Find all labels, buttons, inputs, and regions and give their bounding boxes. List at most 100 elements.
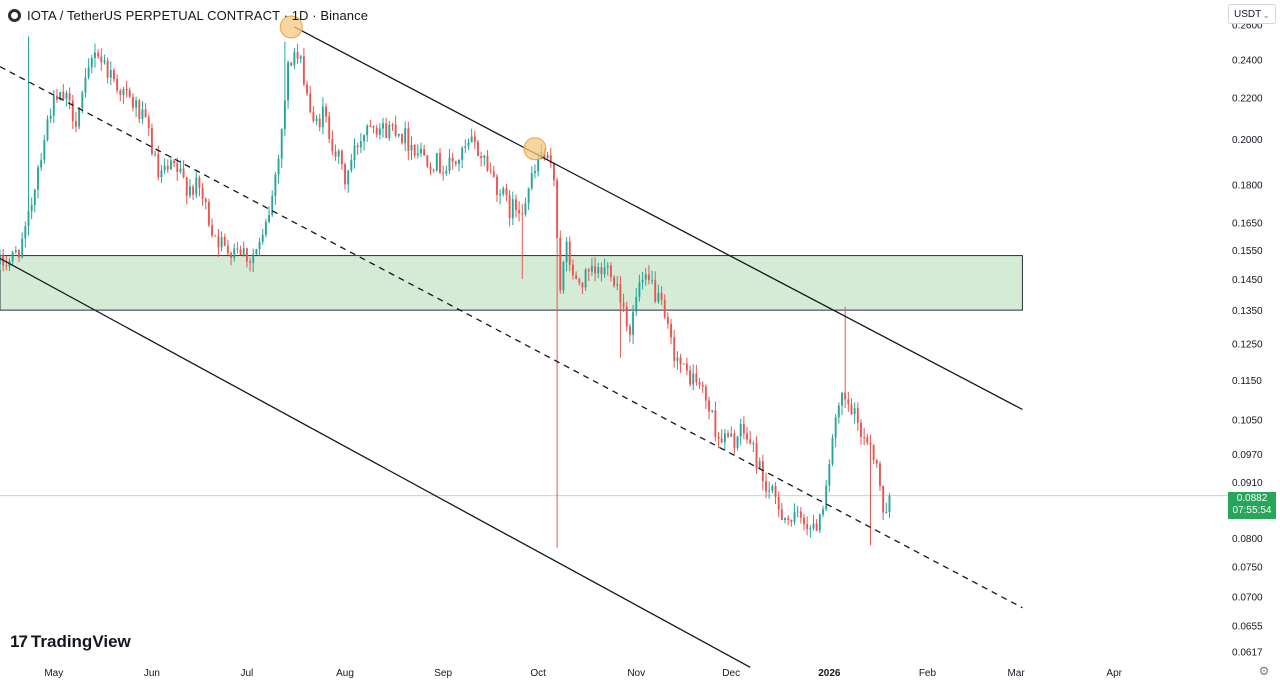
candle-down[interactable] bbox=[214, 235, 217, 237]
candle-down[interactable] bbox=[75, 121, 77, 127]
candle-down[interactable] bbox=[385, 123, 388, 139]
candle-up[interactable] bbox=[458, 159, 460, 165]
candle-down[interactable] bbox=[708, 400, 710, 412]
candle-down[interactable] bbox=[761, 461, 764, 482]
candle-up[interactable] bbox=[382, 123, 384, 129]
candle-down[interactable] bbox=[518, 210, 521, 214]
candle-up[interactable] bbox=[768, 490, 771, 492]
candle-down[interactable] bbox=[68, 93, 71, 101]
candle-down[interactable] bbox=[432, 169, 435, 171]
candle-up[interactable] bbox=[24, 226, 27, 239]
candle-up[interactable] bbox=[49, 115, 52, 120]
candle-down[interactable] bbox=[521, 213, 524, 215]
candle-up[interactable] bbox=[78, 107, 81, 127]
candle-down[interactable] bbox=[847, 399, 850, 405]
candle-down[interactable] bbox=[685, 363, 688, 371]
candle-down[interactable] bbox=[454, 161, 457, 165]
candle-up[interactable] bbox=[739, 424, 742, 437]
candle-down[interactable] bbox=[309, 93, 312, 113]
candle-down[interactable] bbox=[803, 517, 805, 525]
candle-up[interactable] bbox=[188, 186, 191, 196]
candle-up[interactable] bbox=[122, 88, 125, 95]
candle-down[interactable] bbox=[863, 436, 866, 438]
candle-up[interactable] bbox=[511, 199, 514, 219]
candle-down[interactable] bbox=[875, 460, 878, 464]
candle-down[interactable] bbox=[790, 519, 793, 523]
candle-down[interactable] bbox=[666, 317, 669, 324]
candle-up[interactable] bbox=[682, 363, 685, 365]
candle-up[interactable] bbox=[141, 109, 144, 119]
candle-up[interactable] bbox=[347, 170, 350, 185]
candle-down[interactable] bbox=[559, 237, 562, 291]
candle-down[interactable] bbox=[372, 126, 375, 128]
candle-up[interactable] bbox=[404, 128, 407, 143]
candle-up[interactable] bbox=[280, 129, 283, 159]
candle-up[interactable] bbox=[293, 52, 296, 66]
candle-down[interactable] bbox=[673, 337, 676, 361]
support-zone[interactable] bbox=[0, 255, 1023, 311]
candle-down[interactable] bbox=[765, 481, 767, 492]
candle-down[interactable] bbox=[439, 153, 441, 173]
candle-down[interactable] bbox=[777, 497, 780, 510]
candle-down[interactable] bbox=[249, 261, 252, 263]
candle-down[interactable] bbox=[18, 250, 20, 258]
candle-down[interactable] bbox=[581, 282, 584, 288]
candle-down[interactable] bbox=[477, 141, 479, 157]
candle-down[interactable] bbox=[872, 444, 875, 461]
candle-down[interactable] bbox=[879, 463, 881, 486]
candle-down[interactable] bbox=[473, 136, 476, 142]
candle-down[interactable] bbox=[144, 109, 147, 118]
candle-down[interactable] bbox=[505, 188, 508, 196]
candle-down[interactable] bbox=[660, 292, 663, 300]
candle-up[interactable] bbox=[499, 194, 502, 196]
candle-down[interactable] bbox=[119, 90, 122, 95]
candle-down[interactable] bbox=[496, 176, 498, 195]
candle-down[interactable] bbox=[157, 153, 160, 178]
candle-up[interactable] bbox=[255, 249, 258, 255]
candle-down[interactable] bbox=[71, 100, 74, 122]
tradingview-logo[interactable]: 17 TradingView bbox=[10, 632, 131, 652]
candle-up[interactable] bbox=[758, 461, 761, 469]
candle-up[interactable] bbox=[350, 160, 353, 171]
candle-down[interactable] bbox=[302, 56, 305, 85]
candle-up[interactable] bbox=[274, 174, 277, 196]
candle-down[interactable] bbox=[207, 202, 210, 226]
candle-down[interactable] bbox=[575, 275, 578, 280]
candle-down[interactable] bbox=[720, 438, 723, 443]
candle-down[interactable] bbox=[619, 284, 622, 304]
candle-down[interactable] bbox=[192, 186, 195, 195]
candle-up[interactable] bbox=[657, 292, 660, 302]
candle-up[interactable] bbox=[84, 77, 87, 93]
candle-up[interactable] bbox=[195, 177, 198, 195]
candle-down[interactable] bbox=[489, 170, 492, 172]
candle-down[interactable] bbox=[670, 323, 673, 338]
candle-up[interactable] bbox=[65, 93, 68, 99]
candle-up[interactable] bbox=[641, 279, 644, 283]
candle-up[interactable] bbox=[546, 155, 549, 159]
candle-up[interactable] bbox=[103, 60, 106, 63]
candle-up[interactable] bbox=[388, 124, 391, 139]
candle-down[interactable] bbox=[701, 384, 704, 387]
candle-down[interactable] bbox=[654, 280, 657, 302]
candle-down[interactable] bbox=[856, 408, 859, 423]
candle-up[interactable] bbox=[651, 280, 654, 282]
candle-up[interactable] bbox=[853, 408, 856, 415]
candle-down[interactable] bbox=[742, 424, 745, 434]
candle-down[interactable] bbox=[306, 84, 308, 94]
candle-up[interactable] bbox=[825, 485, 828, 510]
candle-down[interactable] bbox=[217, 236, 220, 248]
candle-down[interactable] bbox=[799, 511, 802, 518]
candle-up[interactable] bbox=[154, 153, 157, 155]
candle-down[interactable] bbox=[587, 269, 590, 272]
candle-up[interactable] bbox=[638, 282, 641, 298]
currency-selector[interactable]: USDT ⌄ bbox=[1228, 4, 1276, 24]
candle-down[interactable] bbox=[451, 157, 454, 162]
candle-up[interactable] bbox=[252, 254, 255, 263]
candle-down[interactable] bbox=[369, 125, 372, 127]
candle-down[interactable] bbox=[679, 357, 682, 365]
candle-up[interactable] bbox=[736, 436, 739, 448]
candle-down[interactable] bbox=[556, 180, 559, 238]
candle-down[interactable] bbox=[413, 144, 416, 156]
candle-down[interactable] bbox=[97, 52, 100, 57]
candle-up[interactable] bbox=[448, 157, 451, 171]
